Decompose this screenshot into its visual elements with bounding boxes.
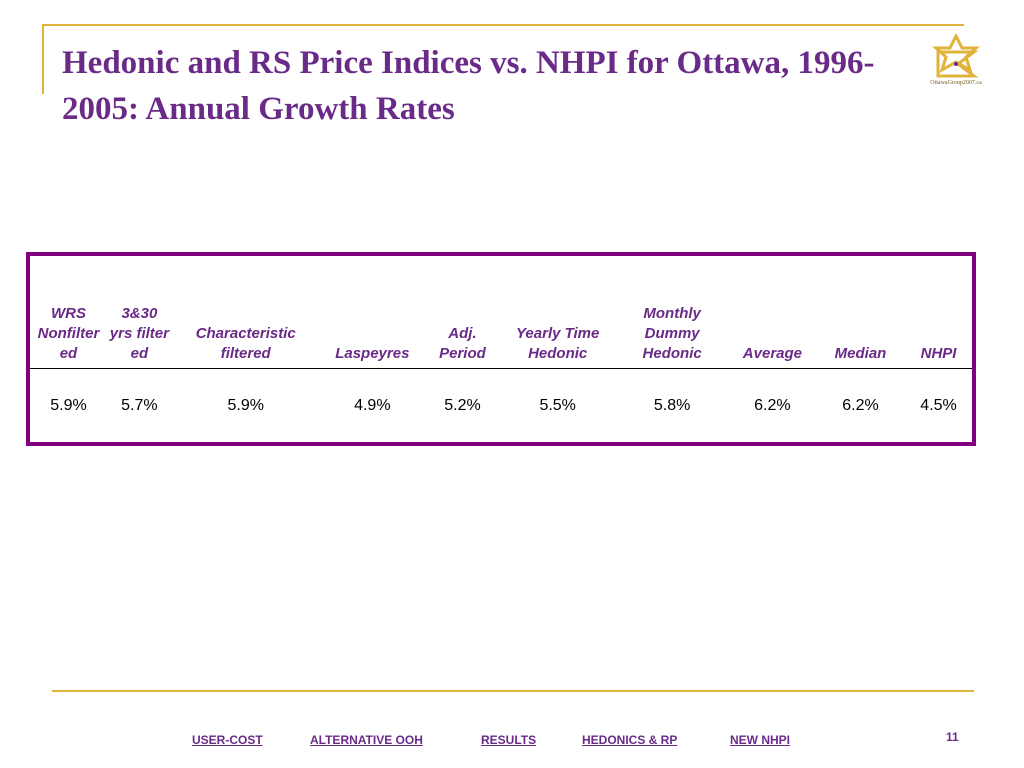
- col-header-monthly-dummy: Monthly Dummy Hedonic: [615, 256, 729, 369]
- col-header-characteristic: Characteristic filtered: [171, 256, 320, 369]
- growth-rates-table: WRS Nonfilter ed 3&30 yrs filter ed Char…: [30, 256, 972, 416]
- col-header-nhpi: NHPI: [905, 256, 972, 369]
- cell-yearly-time: 5.5%: [539, 397, 576, 414]
- nav-link-new-nhpi[interactable]: NEW NHPI: [730, 733, 790, 747]
- decorative-top-line: [42, 24, 964, 26]
- ottawa-group-logo: [928, 34, 984, 88]
- logo-text: OttawaGroup2007.ca: [930, 80, 982, 86]
- footer-divider: [52, 690, 974, 692]
- cell-nhpi: 4.5%: [920, 397, 957, 414]
- growth-rates-table-box: WRS Nonfilter ed 3&30 yrs filter ed Char…: [26, 252, 976, 446]
- slide-title: Hedonic and RS Price Indices vs. NHPI fo…: [62, 45, 875, 127]
- nav-link-hedonics-rp[interactable]: HEDONICS & RP: [582, 733, 678, 747]
- col-header-average: Average: [728, 256, 816, 369]
- cell-monthly-dummy: 5.8%: [653, 397, 691, 414]
- nav-link-alternative-ooh[interactable]: ALTERNATIVE OOH: [310, 733, 423, 747]
- col-header-yearly-time: Yearly Time Hedonic: [499, 256, 616, 369]
- nav-link-results[interactable]: RESULTS: [481, 733, 537, 747]
- col-header-wrs: WRS Nonfilter ed: [30, 256, 107, 369]
- cell-3-30-yrs: 5.7%: [121, 397, 158, 414]
- col-header-laspeyres: Laspeyres: [319, 256, 425, 369]
- footer-nav: USER-COST ALTERNATIVE OOH RESULTS HEDONI…: [0, 733, 1024, 751]
- cell-adj-period: 5.2%: [444, 397, 481, 414]
- cell-average: 6.2%: [754, 397, 791, 414]
- cell-laspeyres: 4.9%: [354, 397, 391, 414]
- col-header-3-30-yrs: 3&30 yrs filter ed: [106, 256, 172, 369]
- slide-number: 11: [946, 730, 959, 744]
- col-header-median: Median: [815, 256, 906, 369]
- decorative-vertical-line: [42, 24, 44, 94]
- star-sigma-logo-icon: [932, 34, 980, 78]
- nav-link-user-cost[interactable]: USER-COST: [192, 733, 263, 747]
- table-header-row: WRS Nonfilter ed 3&30 yrs filter ed Char…: [30, 256, 972, 369]
- cell-characteristic: 5.9%: [227, 397, 264, 414]
- table-row: 5.9% 5.7% 5.9% 4.9% 5.2% 5.5% 5.8% 6.2% …: [30, 369, 972, 417]
- cell-median: 6.2%: [842, 397, 879, 414]
- col-header-adj-period: Adj. Period: [424, 256, 500, 369]
- cell-wrs: 5.9%: [50, 397, 87, 414]
